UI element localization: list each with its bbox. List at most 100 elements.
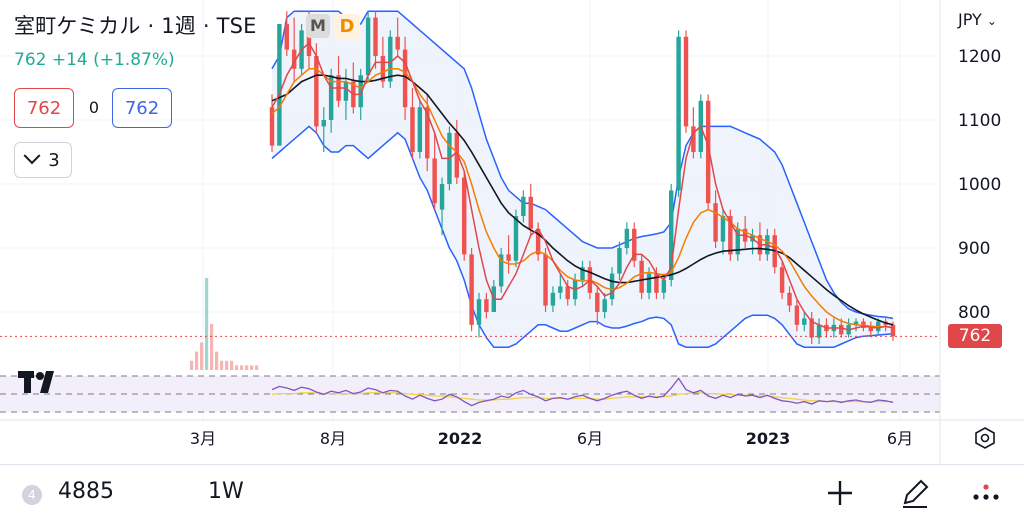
moving-average-mid [271, 68, 894, 329]
candle-body [506, 254, 511, 261]
candle-body [853, 321, 859, 325]
candle-body [779, 267, 785, 293]
indicator-count: 3 [48, 150, 60, 171]
candle-body [425, 107, 430, 159]
interval-button[interactable]: 1W [208, 479, 244, 504]
candle-body [410, 107, 415, 152]
last-price-label: 762 [948, 324, 1002, 348]
more-icon[interactable] [968, 475, 1004, 511]
candle-body [498, 254, 504, 287]
candle-body [661, 280, 667, 293]
candle-body [550, 292, 556, 306]
settings-icon[interactable] [975, 427, 995, 449]
time-tick-label: 2023 [746, 429, 791, 448]
dividend-badge[interactable]: D [334, 14, 360, 40]
time-tick-label: 6月 [887, 429, 913, 448]
volume-bar [215, 351, 219, 370]
price-tick-label: 900 [958, 239, 990, 259]
candle-body [624, 228, 630, 248]
candle-body [787, 292, 792, 306]
time-tick-label: 6月 [577, 429, 603, 448]
tradingview-logo-icon[interactable] [18, 371, 64, 393]
candle-body [728, 216, 733, 255]
candle-body [528, 196, 533, 229]
candle-body [543, 254, 548, 306]
volume-bar [205, 278, 209, 370]
monthly-badge[interactable]: M [306, 14, 330, 38]
price-tick-label: 1000 [958, 175, 1001, 195]
candle-body [794, 305, 800, 325]
price-tick-label: 1100 [958, 111, 1001, 131]
candle-body [461, 177, 467, 255]
rsi-line [271, 377, 894, 407]
candle-body [291, 49, 297, 69]
rsi-ma-line [271, 392, 893, 403]
candle-body [639, 260, 644, 293]
chevron-down-icon [23, 147, 41, 165]
candle-body [373, 17, 378, 57]
time-tick-label: 2022 [438, 429, 483, 448]
candle-body [720, 216, 726, 242]
candle-body [668, 190, 674, 280]
candle-body [816, 324, 822, 338]
symbol-badge: 4 [22, 485, 42, 505]
candle-body [269, 107, 275, 146]
candle-body [809, 318, 814, 338]
volume-bar [240, 365, 244, 370]
currency-selector[interactable]: JPY ⌄ [958, 10, 997, 29]
candle-body [439, 184, 445, 210]
price-chart[interactable]: 1200 1100 1000 900 800 3月 8月 2022 6月 2023 6月 [0, 0, 1024, 464]
candle-body [632, 228, 637, 261]
candle-body [513, 216, 519, 261]
bollinger-lower-line [271, 125, 894, 348]
candle-body [565, 286, 570, 300]
candle-body [358, 75, 363, 108]
candle-body [609, 273, 615, 300]
candle-body [365, 17, 371, 76]
candle-body [484, 299, 489, 312]
candle-body [705, 100, 711, 204]
candle-body [535, 228, 541, 255]
time-axis[interactable]: 3月 8月 2022 6月 2023 6月 [190, 429, 913, 448]
candle-body [595, 292, 600, 312]
volume-bar [250, 365, 254, 370]
candle-body [476, 299, 482, 325]
candle-body [602, 299, 607, 312]
candle-body [676, 36, 681, 191]
candle-body [432, 158, 437, 204]
spread-value: 0 [88, 98, 100, 117]
plus-icon[interactable] [822, 475, 858, 511]
candle-body [713, 203, 718, 242]
sell-button[interactable]: 762 [14, 88, 74, 128]
candle-body [395, 36, 400, 50]
pen-icon[interactable] [897, 475, 933, 511]
price-axis[interactable]: 1200 1100 1000 900 800 [958, 47, 1001, 323]
price-tick-label: 800 [958, 303, 990, 323]
candle-body [839, 324, 844, 335]
rsi-background [0, 376, 940, 412]
indicators-toggle-button[interactable]: 3 [14, 142, 72, 178]
candle-body [402, 49, 408, 108]
candle-body [469, 254, 474, 325]
volume-bar [220, 360, 224, 370]
time-tick-label: 3月 [190, 429, 216, 448]
volume-bar [195, 351, 199, 370]
candle-body [417, 107, 423, 152]
candle-body [454, 132, 460, 178]
candle-body [868, 328, 874, 332]
volume-bar [255, 365, 259, 370]
symbol-button[interactable]: 4885 [58, 479, 114, 504]
buy-button[interactable]: 762 [112, 88, 172, 128]
chart-title: 室町ケミカル · 1週 · TSE [14, 14, 257, 38]
candle-body [617, 248, 622, 274]
candle-body [388, 36, 393, 82]
volume-bar [225, 360, 229, 370]
bottom-toolbar: 4 4885 1W [0, 464, 1024, 518]
candle-body [558, 286, 563, 293]
candle-body [646, 273, 652, 293]
candle-body [735, 228, 740, 255]
volume-bars [190, 278, 259, 370]
volume-bar [235, 365, 239, 370]
candle-body [521, 196, 526, 216]
candle-body [284, 24, 290, 50]
